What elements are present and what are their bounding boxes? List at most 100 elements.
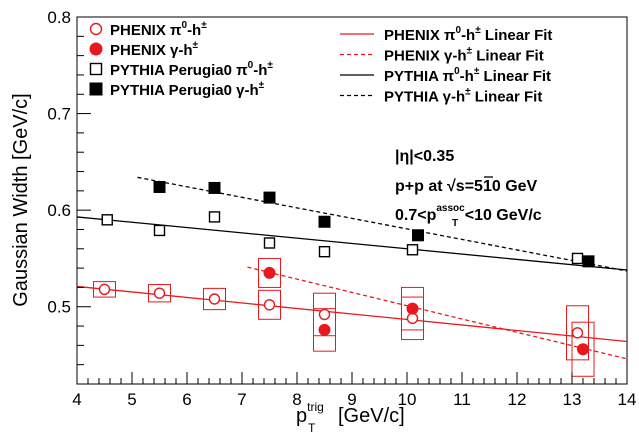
legend-label-sup: 0 (248, 60, 254, 71)
legend-label-main: PHENIX π (110, 22, 182, 39)
marker-filled-square (153, 180, 166, 193)
syst-error-box (313, 308, 336, 352)
marker-filled-circle (263, 266, 276, 279)
legend-fit-end: Linear Fit (481, 27, 553, 44)
collision-system: p+p at √s=510 GeV (395, 178, 538, 195)
marker-filled-square (89, 82, 103, 96)
legend-markers: PHENIX π0-h±PHENIX γ-h±PYTHIA Perugia0 π… (89, 20, 273, 99)
marker-filled-square (263, 191, 276, 204)
marker-open-square (571, 252, 584, 265)
legend-label-sup2: ± (259, 80, 265, 91)
legend-fit-sup: 0 (456, 25, 462, 36)
energy: =510 GeV (465, 178, 538, 195)
marker-open-circle (263, 299, 276, 311)
x-tick-label: 6 (182, 390, 191, 409)
legend-fit-end: Linear Fit (472, 48, 544, 65)
axis-ticks: 4 5 6 7 8 9 10 11 12 13 14 0.5 0.6 0.7 0.8 (47, 8, 636, 409)
syst-error-box (203, 287, 226, 311)
legend-fit-label: PYTHIA γ-h± Linear Fit (384, 87, 542, 106)
legend-fit-label: PHENIX γ-h± Linear Fit (384, 46, 544, 65)
legend-label-sup2: ± (201, 20, 207, 31)
legend-fit-label: PHENIX π0-h± Linear Fit (384, 25, 552, 44)
marker-open-circle (153, 287, 166, 299)
marker-filled-square (318, 215, 331, 228)
x-axis-title-sub: T (308, 421, 316, 435)
legend-label-tail: -h (178, 42, 192, 59)
syst-error-box (148, 284, 171, 303)
marker-open-square (406, 244, 419, 256)
legend-fit-main: PHENIX γ (384, 48, 453, 65)
assoc-sub: T (452, 218, 458, 229)
marker-open-square (101, 214, 113, 226)
x-tick-label: 5 (127, 390, 136, 409)
annotations: |η|<0.35 p+p at √s=510 GeV 0.7<passoc<10… (395, 148, 542, 229)
legend-fit-tail: -h (461, 27, 475, 44)
assoc-sup: assoc (436, 203, 465, 214)
legend-label-sup2: ± (193, 40, 199, 51)
x-tick-label: 11 (453, 390, 471, 409)
legend-fit-tail: -h (460, 68, 474, 85)
legend-label-sup: 0 (182, 20, 188, 31)
legend-label: PYTHIA Perugia0 γ-h± (110, 80, 265, 99)
legend-fit-sup2: ± (475, 25, 481, 36)
y-tick-label: 0.8 (47, 8, 71, 27)
fit-lines (76, 176, 628, 360)
fit-line (76, 216, 628, 271)
marker-open-circle (406, 312, 419, 325)
y-axis-title: Gaussian Width [GeV/c] (10, 93, 32, 306)
syst-error-box (566, 305, 589, 361)
x-tick-label: 4 (72, 390, 81, 409)
syst-error-box (401, 286, 424, 331)
sqrt-symbol: √ (447, 178, 456, 195)
marker-open-circle (318, 308, 331, 321)
marker-open-circle (89, 22, 103, 36)
y-tick-label: 0.6 (47, 201, 71, 220)
marker-filled-square (582, 255, 595, 268)
x-tick-label: 7 (237, 390, 246, 409)
x-tick-label: 13 (563, 390, 582, 409)
x-axis-title-unit: [GeV/c] (338, 405, 405, 427)
marker-filled-square (208, 181, 221, 194)
marker-filled-circle (89, 42, 103, 56)
legend-fit-end: Linear Fit (479, 68, 551, 85)
y-tick-label: 0.7 (47, 105, 71, 124)
marker-open-square (318, 245, 331, 258)
legend-label-sup2: ± (267, 60, 273, 71)
x-tick-label: 14 (618, 390, 637, 409)
x-axis-title-sup: trig (307, 400, 324, 414)
marker-open-circle (208, 293, 221, 305)
assoc-cut: 0.7<passoc<10 GeV/c (395, 203, 542, 224)
legend-fit-tail: -h (452, 48, 466, 65)
x-tick-label: 8 (292, 390, 301, 409)
marker-open-circle (571, 327, 584, 339)
legend-fit-sup2: ± (465, 87, 471, 98)
syst-error-box (258, 289, 281, 320)
marker-open-circle (98, 283, 111, 296)
legend-label-tail: -h (253, 62, 267, 79)
x-tick-label: 9 (347, 390, 356, 409)
system-prefix: p+p at (395, 178, 447, 195)
fit-line (76, 285, 628, 343)
syst-error-box (93, 281, 116, 298)
legend-label-tail: -h (187, 22, 201, 39)
legend-fit-end: Linear Fit (471, 89, 543, 106)
data-marks (93, 180, 595, 377)
legend-fit-sup: 0 (454, 66, 460, 77)
assoc-prefix: 0.7<p (395, 207, 437, 224)
syst-error-box (571, 321, 595, 377)
fit-line (247, 266, 628, 360)
assoc-post: <10 GeV/c (465, 207, 542, 224)
marker-open-square (153, 224, 166, 237)
x-axis-title: ptrig (296, 400, 324, 427)
x-axis-title-main: p (296, 405, 307, 427)
sqrt-s: s (456, 178, 465, 195)
eta-cut: |η|<0.35 (395, 148, 454, 165)
legend-fit-tail: -h (451, 89, 465, 106)
marker-filled-square (412, 229, 424, 242)
legend-label-main: PHENIX γ (110, 42, 179, 59)
fit-line (137, 176, 628, 272)
marker-open-square (208, 211, 221, 223)
legend-label: PHENIX γ-h± (110, 40, 199, 59)
